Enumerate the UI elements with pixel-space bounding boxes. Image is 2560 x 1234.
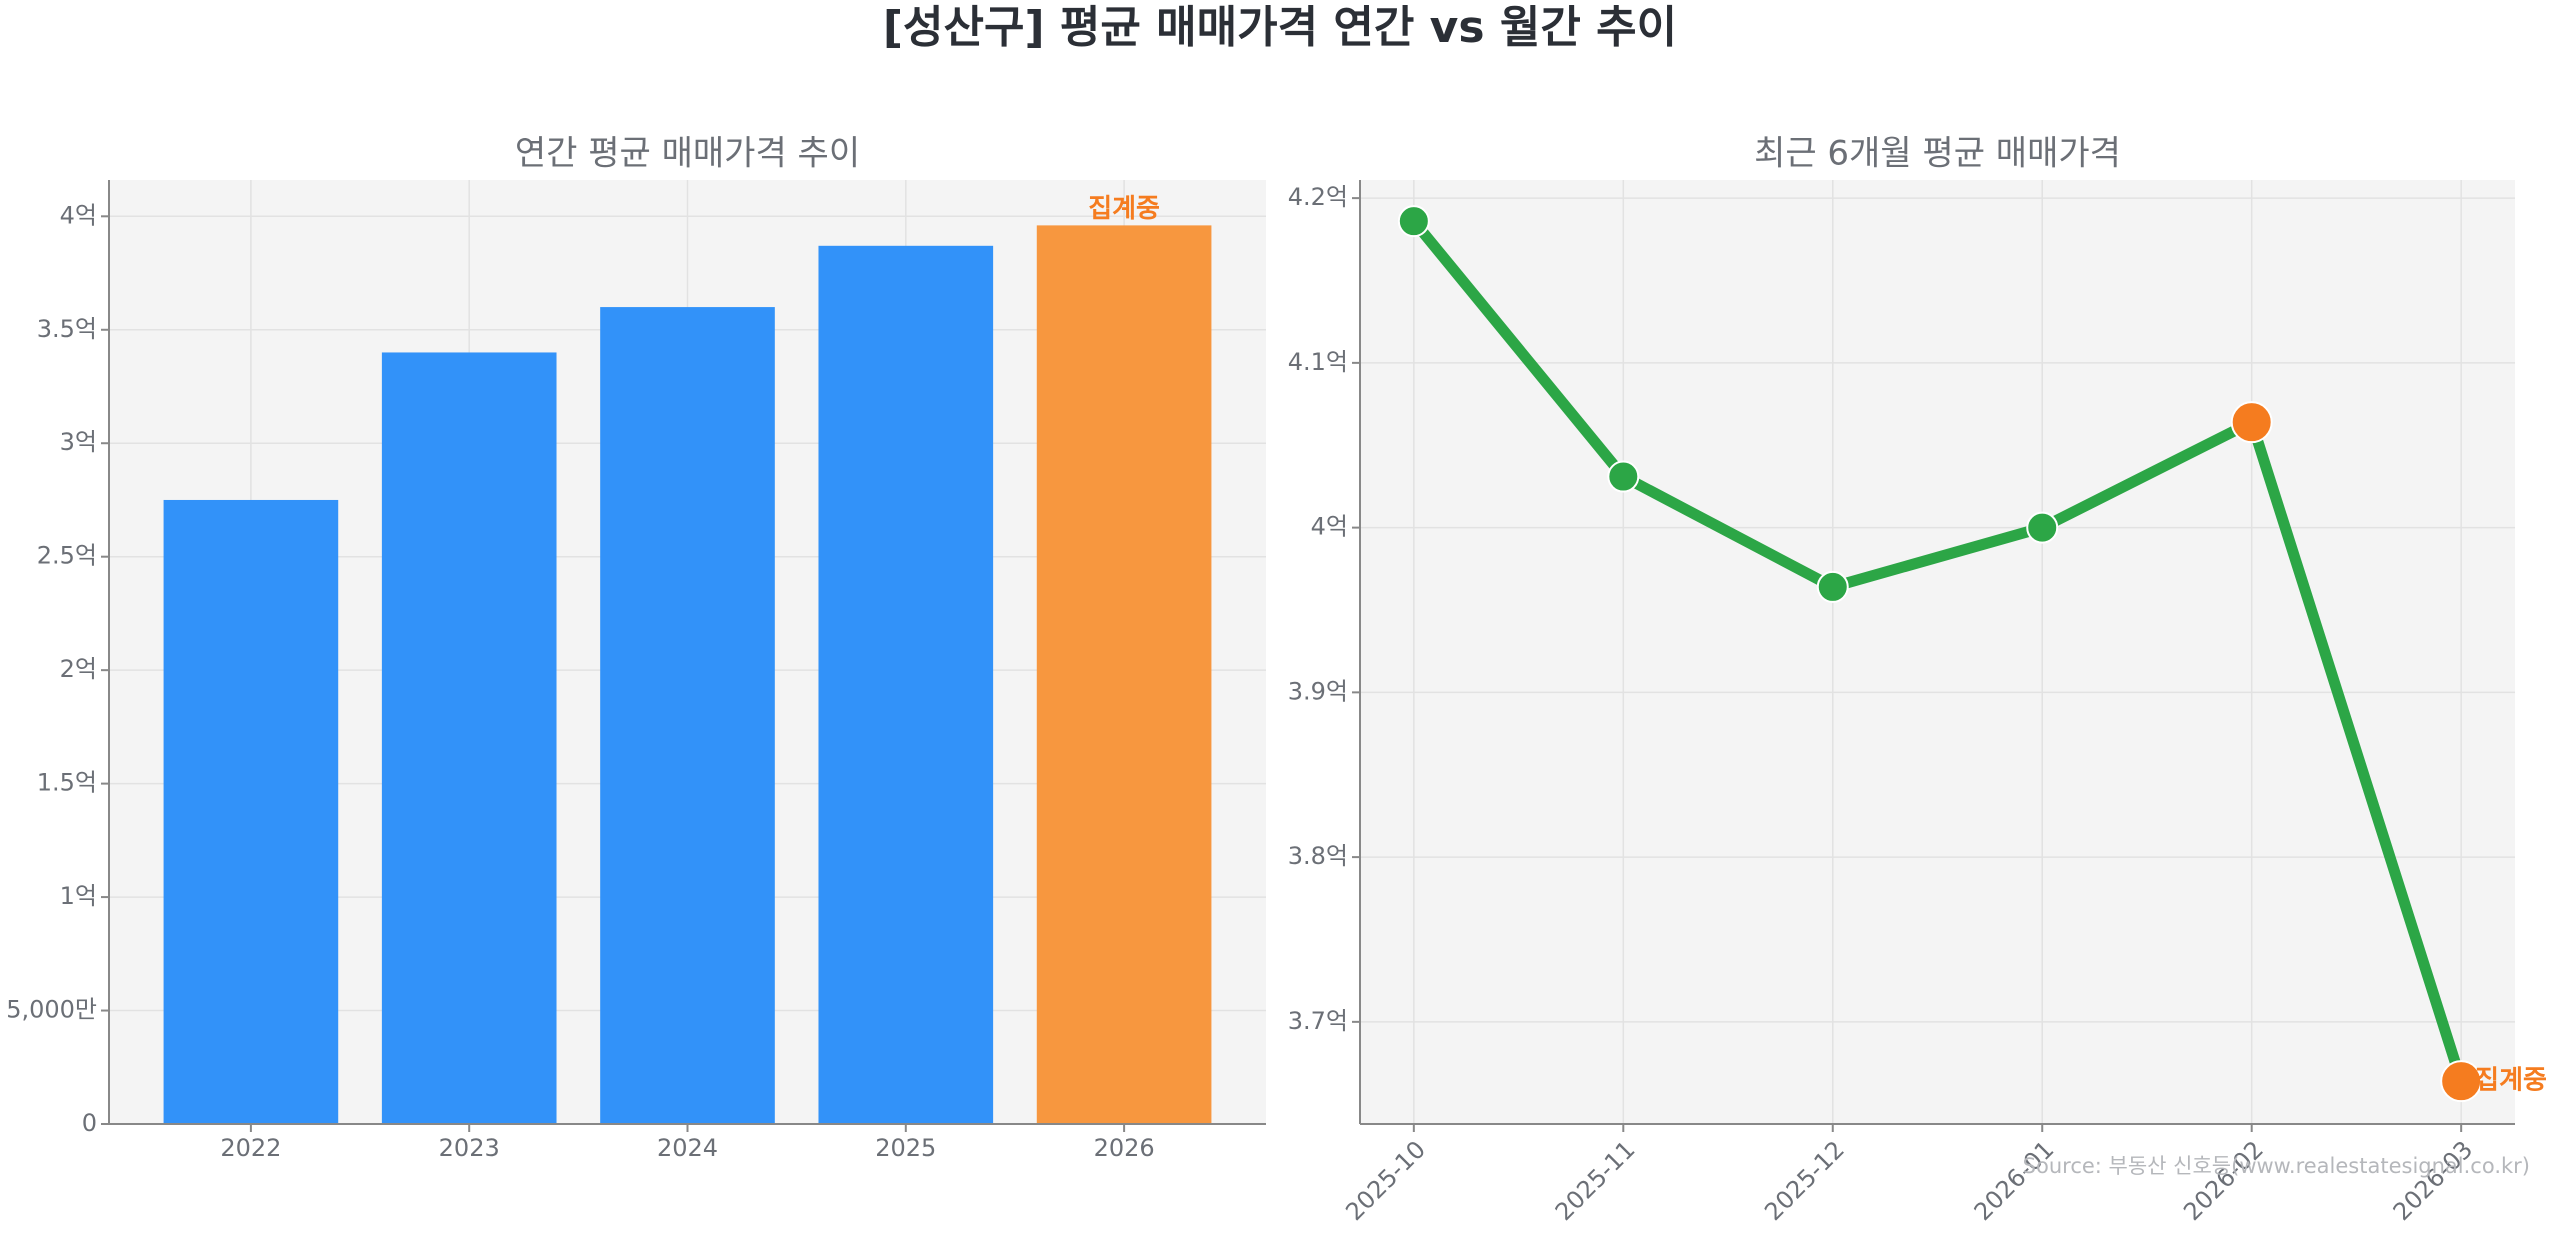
chart-title: 연간 평균 매매가격 추이 <box>515 134 860 174</box>
plot-area <box>1360 180 2515 1124</box>
y-tick-label: 4.1억 <box>1288 348 1348 376</box>
bar <box>163 499 339 1124</box>
source-note: Source: 부동산 신호등(www.realestatesignal.co.… <box>2023 1154 2530 1178</box>
point <box>2230 401 2273 444</box>
line <box>1409 217 2467 1083</box>
y-tick-label: 1억 <box>60 882 97 910</box>
y-tick-label: 2.5억 <box>37 542 97 570</box>
point <box>1607 460 1640 493</box>
y-tick-label: 4억 <box>60 201 97 229</box>
annotation: 집계중 <box>2475 1066 2547 1096</box>
x-tick-label: 2022 <box>220 1134 281 1162</box>
y-tick-label: 3.8억 <box>1288 842 1348 870</box>
point <box>1816 570 1849 603</box>
y-tick-label: 5,000만 <box>6 996 97 1024</box>
x-tick-label: 2024 <box>657 1134 718 1162</box>
y-tick-label: 2억 <box>60 655 97 683</box>
bar <box>600 307 775 1125</box>
y-tick-label: 1.5억 <box>37 769 97 797</box>
y-tick-label: 0 <box>82 1109 97 1137</box>
y-tick-label: 4.2억 <box>1288 183 1348 211</box>
chart-title: 최근 6개월 평균 매매가격 <box>1754 134 2121 174</box>
bar <box>1036 225 1212 1124</box>
point <box>2440 1060 2483 1103</box>
x-tick-label: 2023 <box>439 1134 500 1162</box>
y-tick-label: 3.7억 <box>1288 1007 1348 1035</box>
x-tick-label: 2025 <box>875 1134 936 1162</box>
y-tick-label: 3억 <box>60 428 97 456</box>
y-tick-label: 4억 <box>1311 513 1348 541</box>
y-tick-label: 3.9억 <box>1288 677 1348 705</box>
point <box>1397 205 1430 238</box>
x-tick-label: 2026 <box>1094 1134 1155 1162</box>
annotation: 집계중 <box>1088 194 1160 224</box>
bar <box>381 352 557 1124</box>
point <box>2026 511 2059 544</box>
figure-title: [성산구] 평균 매매가격 연간 vs 월간 추이 <box>883 2 1677 53</box>
bar <box>818 245 994 1125</box>
y-tick-label: 3.5억 <box>37 315 97 343</box>
